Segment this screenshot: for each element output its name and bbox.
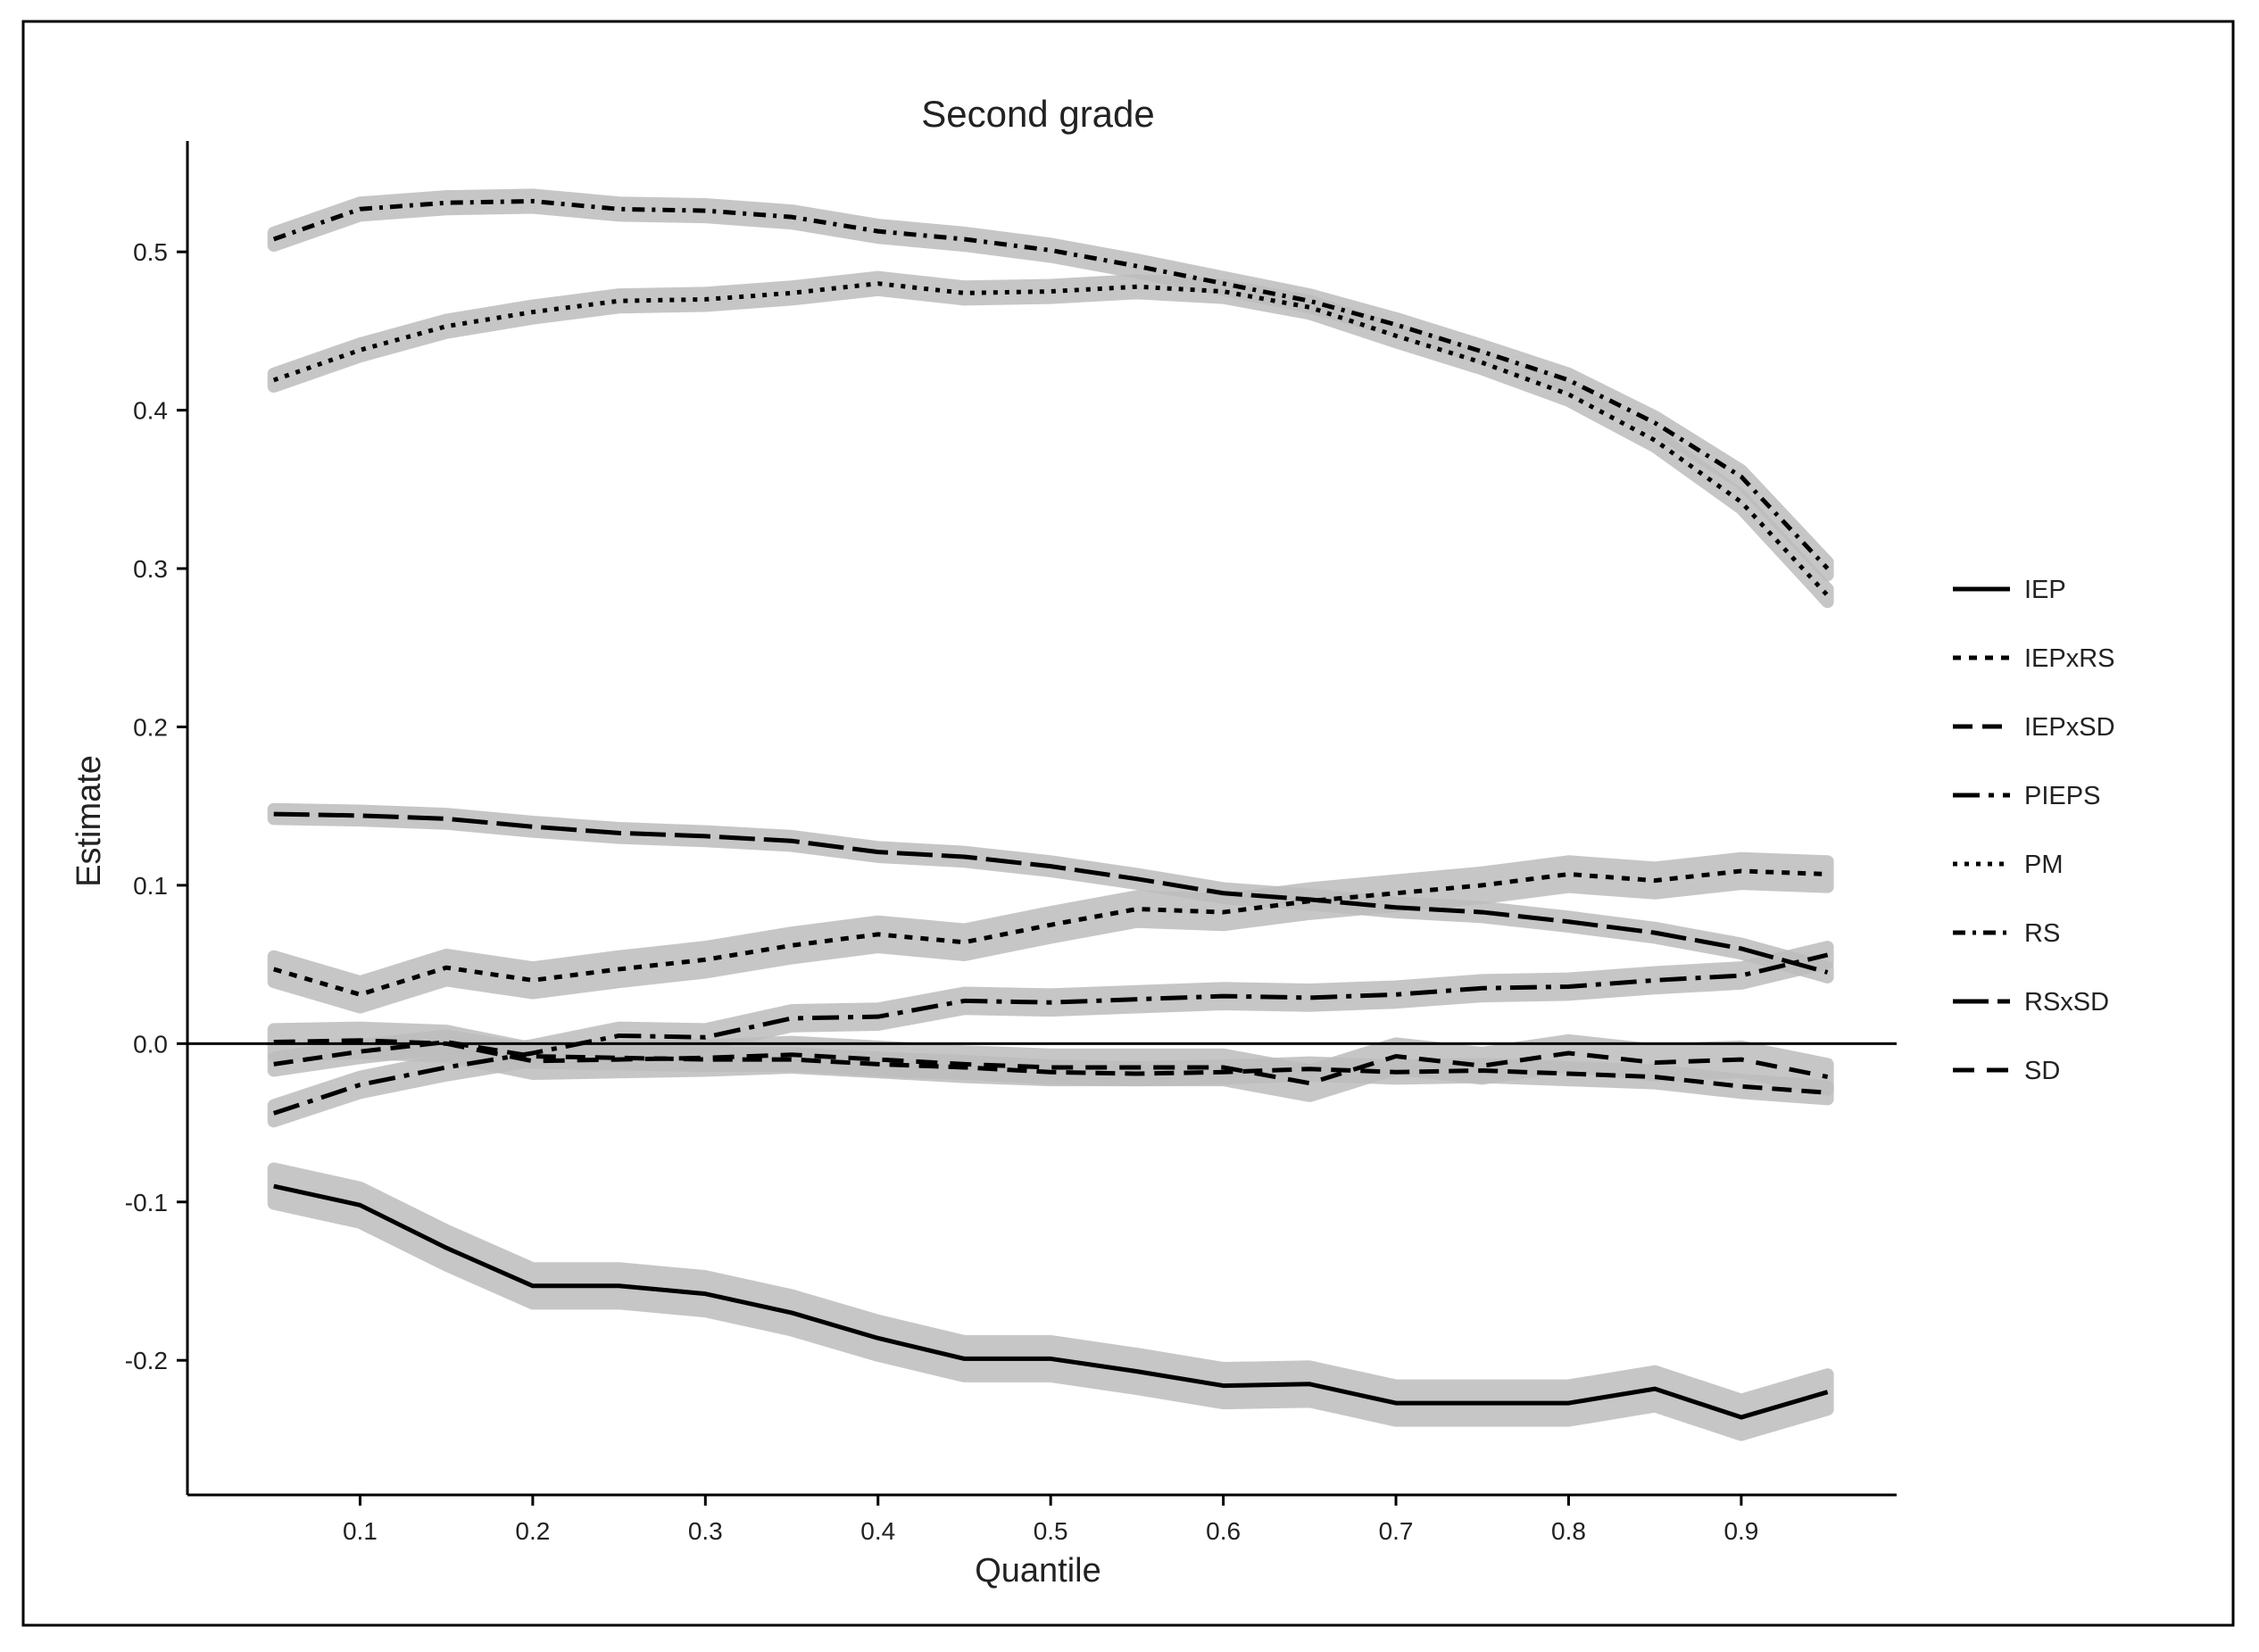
figure-border bbox=[21, 20, 2235, 1627]
y-tick-label-neg0-2: -0.2 bbox=[125, 1347, 168, 1374]
band-pm bbox=[267, 270, 1834, 609]
legend-label-rs: RS bbox=[2024, 919, 2060, 948]
series-line-rsxsd bbox=[273, 811, 1829, 975]
y-tick-label-0-4: 0.4 bbox=[133, 397, 168, 425]
series-line-pm bbox=[272, 281, 1830, 597]
legend-label-pm: PM bbox=[2024, 851, 2064, 879]
x-tick-label-0-9: 0.9 bbox=[1723, 1517, 1758, 1545]
x-tick-label-0-3: 0.3 bbox=[688, 1517, 723, 1545]
y-tick-label-0-3: 0.3 bbox=[133, 555, 168, 583]
y-tick-label-0-1: 0.1 bbox=[133, 872, 168, 900]
series-line-iepxsd bbox=[273, 1040, 1828, 1095]
x-axis-title: Quantile bbox=[975, 1552, 1101, 1590]
y-tick-label-neg0-1: -0.1 bbox=[125, 1189, 168, 1216]
x-tick-label-0-6: 0.6 bbox=[1206, 1517, 1241, 1545]
y-tick-label-0-5: 0.5 bbox=[133, 238, 168, 266]
chart-title: Second grade bbox=[921, 93, 1155, 135]
x-axis-ticks: 0.1 0.2 0.3 0.4 0.5 0.6 0.7 0.8 0.9 bbox=[343, 1495, 1758, 1545]
band-iep bbox=[267, 1162, 1834, 1441]
series-line-iep bbox=[273, 1183, 1829, 1420]
legend-label-rsxsd: RSxSD bbox=[2024, 988, 2109, 1017]
x-tick-label-0-5: 0.5 bbox=[1034, 1517, 1068, 1545]
band-iepxrs bbox=[267, 851, 1834, 1014]
series-line-pieps bbox=[272, 952, 1829, 1116]
confidence-bands bbox=[267, 188, 1834, 1441]
y-tick-label-0-0: 0.0 bbox=[133, 1030, 168, 1058]
legend-label-sd: SD bbox=[2024, 1057, 2060, 1085]
band-rsxsd bbox=[267, 802, 1834, 984]
band-rs bbox=[267, 188, 1834, 582]
y-tick-label-0-2: 0.2 bbox=[133, 713, 168, 741]
series-line-sd bbox=[273, 1038, 1829, 1086]
series-lines bbox=[272, 198, 1830, 1420]
x-tick-label-0-8: 0.8 bbox=[1551, 1517, 1586, 1545]
legend-label-iepxrs: IEPxRS bbox=[2024, 644, 2115, 673]
y-axis-title: Estimate bbox=[71, 755, 108, 887]
legend-label-iepxsd: IEPxSD bbox=[2024, 713, 2115, 742]
series-line-iepxrs bbox=[273, 868, 1828, 997]
x-tick-label-0-1: 0.1 bbox=[343, 1517, 378, 1545]
legend: IEP IEPxRS IEPxSD PIEPS PM RS RSxSD SD bbox=[1953, 576, 2115, 1085]
series-line-rs bbox=[272, 198, 1830, 570]
y-axis-ticks: -0.2 -0.1 0.0 0.1 0.2 0.3 0.4 0.5 bbox=[125, 238, 187, 1374]
legend-label-pieps: PIEPS bbox=[2024, 782, 2100, 810]
x-tick-label-0-7: 0.7 bbox=[1379, 1517, 1414, 1545]
x-tick-label-0-2: 0.2 bbox=[515, 1517, 550, 1545]
legend-label-iep: IEP bbox=[2024, 576, 2066, 604]
x-tick-label-0-4: 0.4 bbox=[860, 1517, 895, 1545]
